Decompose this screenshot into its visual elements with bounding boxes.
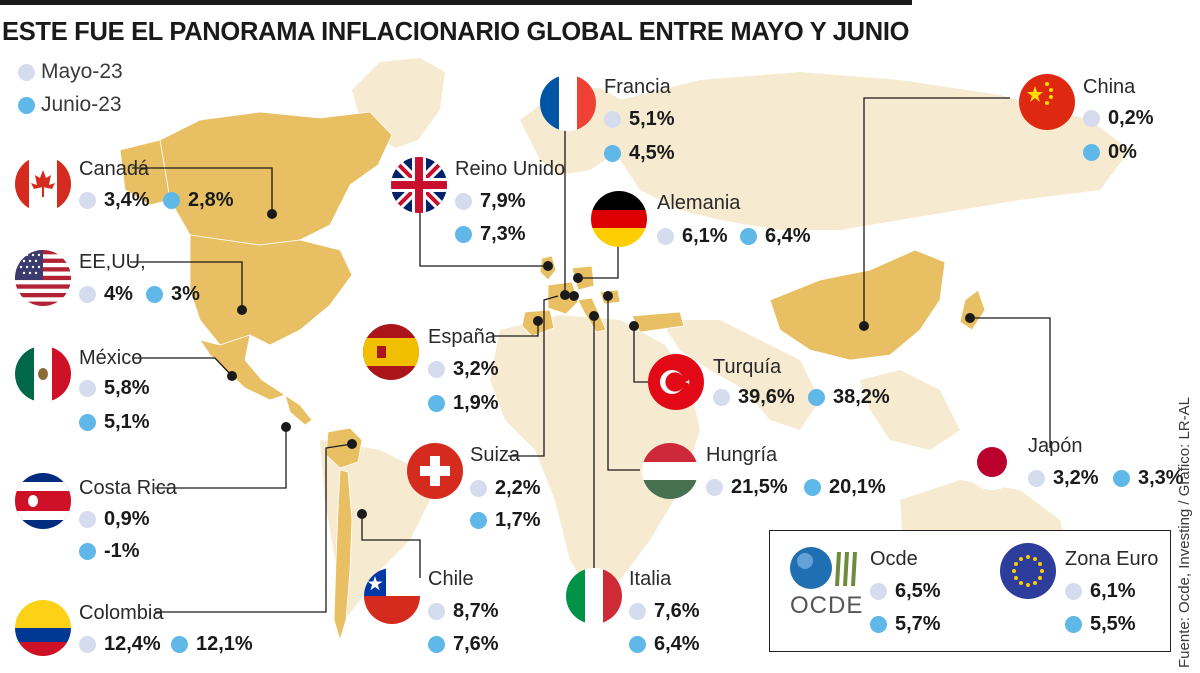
value-jun: 4,5% [604,142,675,165]
country-name: Costa Rica [79,477,177,499]
value-may: 5,1% [604,108,675,131]
value-may: 0,9% [79,508,150,531]
ocde-logo-text: OCDE [790,592,864,619]
colombia-flag-icon [15,600,71,656]
value-jun: 12,1% [171,633,253,656]
value-jun: 5,1% [79,411,150,434]
costa-rica-flag-icon [15,473,71,529]
value-jun: 20,1% [804,476,886,499]
chart-title: ESTE FUE EL PANORAMA INFLACIONARIO GLOBA… [2,18,910,46]
country-name: Alemania [657,192,741,214]
value-jun: 6,4% [629,633,700,656]
value-jun: 2,8% [163,189,234,212]
source-note: Fuente: Ocde, Investing / Gráfico: LR-AL [1176,397,1193,668]
value-may: 7,9% [455,190,526,213]
turkey-flag-icon [648,354,704,410]
country-name: México [79,347,143,369]
legend-label-may: Mayo-23 [41,60,123,83]
country-name: España [428,326,496,348]
country-name: Chile [428,568,474,590]
value-may: 12,4% [79,633,161,656]
ocde-logo-icon [790,547,857,589]
value-may: 6,1% [1065,580,1136,603]
legend-item-jun: Junio-23 [18,93,122,117]
country-name: Reino Unido [455,158,566,180]
value-jun: 5,5% [1065,613,1136,636]
value-may: 2,2% [470,477,541,500]
top-rule [0,0,912,5]
value-may: 21,5% [706,476,788,499]
country-name: Turquía [713,356,782,378]
value-jun: 5,7% [870,613,941,636]
value-may: 3,2% [428,358,499,381]
country-name: Italia [629,568,672,590]
value-may: 3,2% [1028,467,1099,490]
country-name: Colombia [79,602,164,624]
country-name: EE,UU, [79,251,146,273]
value-jun: 7,3% [455,223,526,246]
value-jun: 6,4% [740,225,811,248]
country-name: China [1083,76,1136,98]
usa-flag-icon [15,250,71,306]
hungary-flag-icon [642,443,698,499]
japan-flag-icon [964,434,1020,490]
china-flag-icon [1019,74,1075,130]
legend-label-jun: Junio-23 [41,93,122,116]
country-name: Hungría [706,444,778,466]
legend-dot-may [18,63,35,81]
value-jun: 1,9% [428,392,499,415]
value-may: 7,6% [629,600,700,623]
legend-item-may: Mayo-23 [18,60,123,84]
value-jun: 1,7% [470,509,541,532]
spain-flag-icon [363,324,419,380]
leader-lines [130,97,1051,613]
value-may: 5,8% [79,377,150,400]
value-jun: 3% [146,283,200,306]
country-name: Suiza [470,444,521,466]
value-may: 3,4% [79,189,150,212]
uk-flag-icon [391,157,447,213]
switzerland-flag-icon [407,443,463,499]
value-may: 6,1% [657,225,728,248]
chile-flag-icon [364,568,420,624]
france-flag-icon [540,75,596,131]
value-jun: 38,2% [808,386,890,409]
value-jun: 3,3% [1113,467,1184,490]
value-jun: -1% [79,540,140,563]
value-jun: 0% [1083,141,1137,164]
country-name: Zona Euro [1065,548,1159,570]
country-name: Ocde [870,548,918,570]
value-may: 39,6% [713,386,795,409]
italy-flag-icon [566,568,622,624]
value-may: 6,5% [870,580,941,603]
canada-flag-icon [15,156,71,212]
mexico-flag-icon [15,346,71,402]
value-may: 4% [79,283,133,306]
location-markers [227,209,975,519]
germany-flag-icon [591,191,647,247]
country-name: Francia [604,76,671,98]
value-may: 8,7% [428,600,499,623]
ocde-eurozone-box [769,530,1171,652]
value-may: 0,2% [1083,107,1154,130]
country-name: Canadá [79,158,150,180]
legend-dot-jun [18,96,35,114]
country-name: Japón [1028,435,1083,457]
value-jun: 7,6% [428,633,499,656]
eu-flag-icon [1000,543,1056,599]
